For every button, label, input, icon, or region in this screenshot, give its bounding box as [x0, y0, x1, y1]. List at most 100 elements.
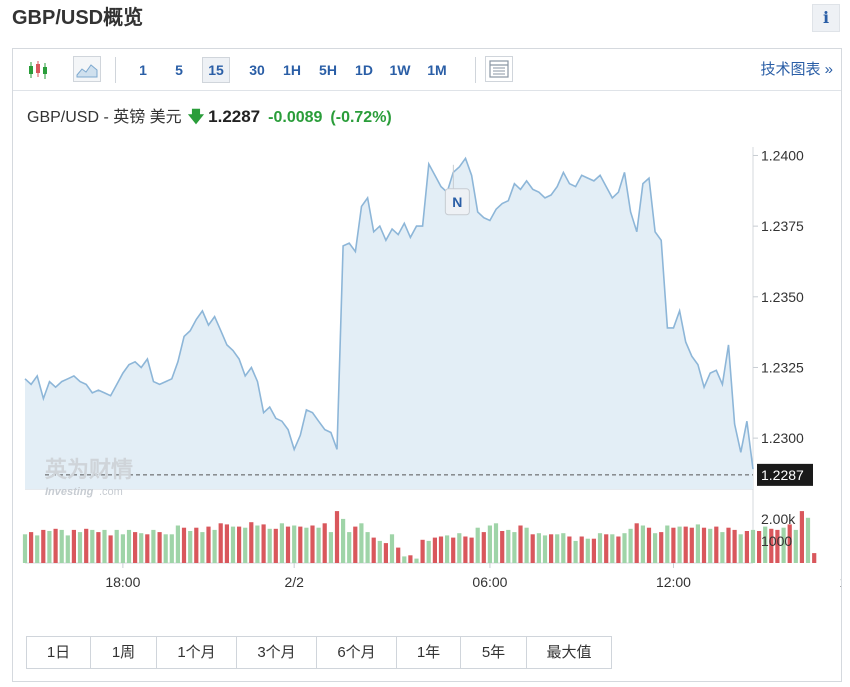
volume-bar [359, 523, 364, 563]
price-area [25, 158, 753, 490]
volume-bar [126, 529, 132, 563]
volume-tick-label: 2.00k [761, 511, 796, 527]
interval-5h[interactable]: 5H [319, 62, 337, 78]
volume-bar [512, 532, 517, 563]
volume-bar [261, 524, 266, 563]
volume-bar [793, 529, 798, 563]
toolbar-divider [115, 57, 116, 83]
y-tick-label: 1.2350 [761, 289, 804, 305]
volume-bar [383, 543, 388, 563]
volume-bar [457, 533, 462, 563]
y-tick-label: 1.2375 [761, 218, 804, 234]
volume-bar [573, 540, 578, 563]
toolbar-divider [475, 57, 476, 83]
range-button[interactable]: 1年 [397, 637, 461, 668]
range-button[interactable]: 3个月 [237, 637, 317, 668]
volume-bar [744, 531, 749, 563]
volume-bar [29, 532, 34, 563]
volume-bar [188, 531, 193, 563]
quote-header: GBP/USD - 英镑 美元 🡇 1.2287 -0.0089 (-0.72%) [27, 105, 392, 130]
volume-bar [120, 534, 125, 563]
volume-bar [181, 527, 187, 563]
volume-bar [610, 534, 615, 563]
range-button[interactable]: 1周 [91, 637, 157, 668]
volume-bar [781, 527, 786, 563]
volume-bar [445, 535, 450, 563]
volume-bar [708, 528, 713, 563]
interval-1h[interactable]: 1H [283, 62, 301, 78]
range-button[interactable]: 1个月 [157, 637, 237, 668]
volume-bar [65, 535, 70, 563]
time-range-selector: 1日 1周 1个月 3个月 6个月 1年 5年 最大值 [26, 636, 612, 669]
volume-bar [420, 539, 425, 563]
volume-bar [377, 540, 382, 563]
range-button[interactable]: 1日 [27, 637, 91, 668]
volume-bar [555, 534, 560, 563]
volume-bar [102, 529, 107, 563]
volume-bar [212, 529, 217, 563]
volume-bar [414, 558, 419, 563]
volume-bar [249, 522, 254, 563]
pair-name: GBP/USD - 英镑 美元 [27, 109, 182, 126]
volume-bar [481, 532, 486, 563]
volume-bar [194, 527, 199, 563]
volume-bar [805, 517, 811, 563]
volume-bar [506, 529, 511, 563]
price-line [24, 156, 754, 470]
watermark-suffix: .com [99, 486, 123, 498]
info-button[interactable]: i [812, 4, 840, 32]
news-marker[interactable] [444, 188, 470, 216]
volume-bar [169, 534, 174, 563]
volume-bar [787, 524, 792, 563]
volume-bar [469, 537, 474, 563]
watermark-investing: Investing [45, 486, 94, 498]
interval-15[interactable]: 15 [202, 57, 230, 83]
volume-bar [426, 540, 431, 563]
volume-bar [133, 532, 138, 563]
table-icon[interactable] [485, 56, 513, 82]
volume-bar [157, 532, 162, 563]
range-button[interactable]: 最大值 [546, 644, 592, 661]
down-arrow-icon: 🡇 [187, 109, 205, 126]
volume-bar [634, 523, 639, 563]
volume-bar [463, 536, 468, 563]
volume-bar [389, 534, 395, 563]
interval-5[interactable]: 5 [175, 62, 183, 78]
volume-bar [591, 538, 596, 563]
volume-bar [732, 529, 737, 563]
volume-bar [677, 526, 682, 563]
volume-bar [561, 533, 566, 563]
range-button[interactable]: 5年 [461, 637, 527, 668]
volume-bar [151, 529, 156, 563]
volume-bar [689, 527, 694, 563]
volume-bar [139, 533, 144, 563]
area-chart-icon[interactable] [73, 56, 101, 82]
candlestick-icon[interactable] [23, 56, 51, 82]
volume-bar [628, 528, 633, 563]
interval-1[interactable]: 1 [139, 62, 147, 78]
price-chart[interactable]: 1.2300 1.2325 1.2350 1.2375 1.2400 1.2287 英为财情… [13, 49, 841, 609]
x-tick-label: 18:00 [105, 574, 140, 590]
interval-1d[interactable]: 1D [355, 62, 373, 78]
volume-bar [90, 529, 95, 563]
x-tick-label: 06:00 [472, 574, 507, 590]
volume-bar [432, 537, 437, 563]
volume-bar [341, 518, 346, 563]
interval-1w[interactable]: 1W [389, 62, 411, 78]
y-tick-label: 1.2400 [761, 147, 804, 163]
volume-bar [237, 526, 242, 563]
interval-30[interactable]: 30 [249, 62, 265, 78]
volume-bar [41, 529, 46, 563]
volume-bar [616, 536, 621, 563]
interval-1m[interactable]: 1M [427, 62, 447, 78]
volume-bar [77, 532, 83, 563]
volume-bar [371, 537, 376, 563]
technical-chart-link[interactable]: 技术图表 » [760, 61, 833, 78]
volume-bar [665, 525, 670, 563]
range-button[interactable]: 6个月 [317, 637, 397, 668]
volume-bar [114, 529, 119, 563]
volume-bar [200, 532, 205, 563]
volume-bar [402, 556, 407, 563]
volume-bar [500, 531, 505, 563]
x-tick-label: 12:00 [656, 574, 691, 590]
